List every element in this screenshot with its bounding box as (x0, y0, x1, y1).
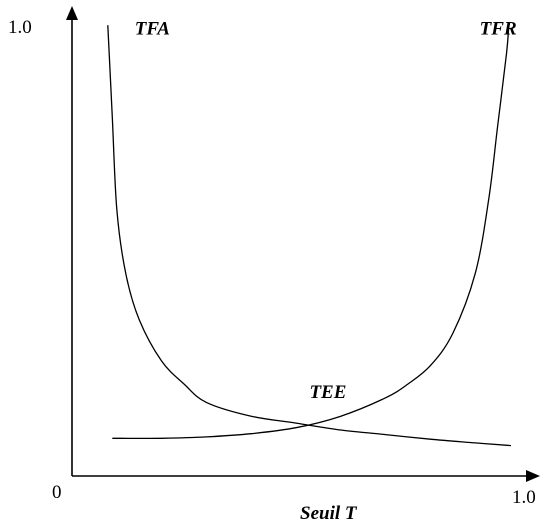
axes (66, 6, 540, 482)
annotation-tfr: TFR (480, 18, 517, 39)
series-line-tfr (112, 25, 510, 440)
annotation-tee: TEE (309, 382, 346, 403)
series-line-tfa (107, 25, 512, 447)
annotation-tfa: TFA (135, 18, 170, 39)
x-tick-max: 1.0 (512, 487, 536, 508)
x-axis-label: Seuil T (300, 503, 358, 524)
curves (107, 25, 512, 447)
y-axis-arrow (66, 6, 78, 20)
y-tick-max: 1.0 (8, 17, 32, 38)
labels: 1.0 0 1.0 Seuil T TFA TFR TEE (8, 17, 536, 524)
x-axis-arrow (526, 470, 540, 482)
x-tick-origin: 0 (52, 482, 62, 503)
